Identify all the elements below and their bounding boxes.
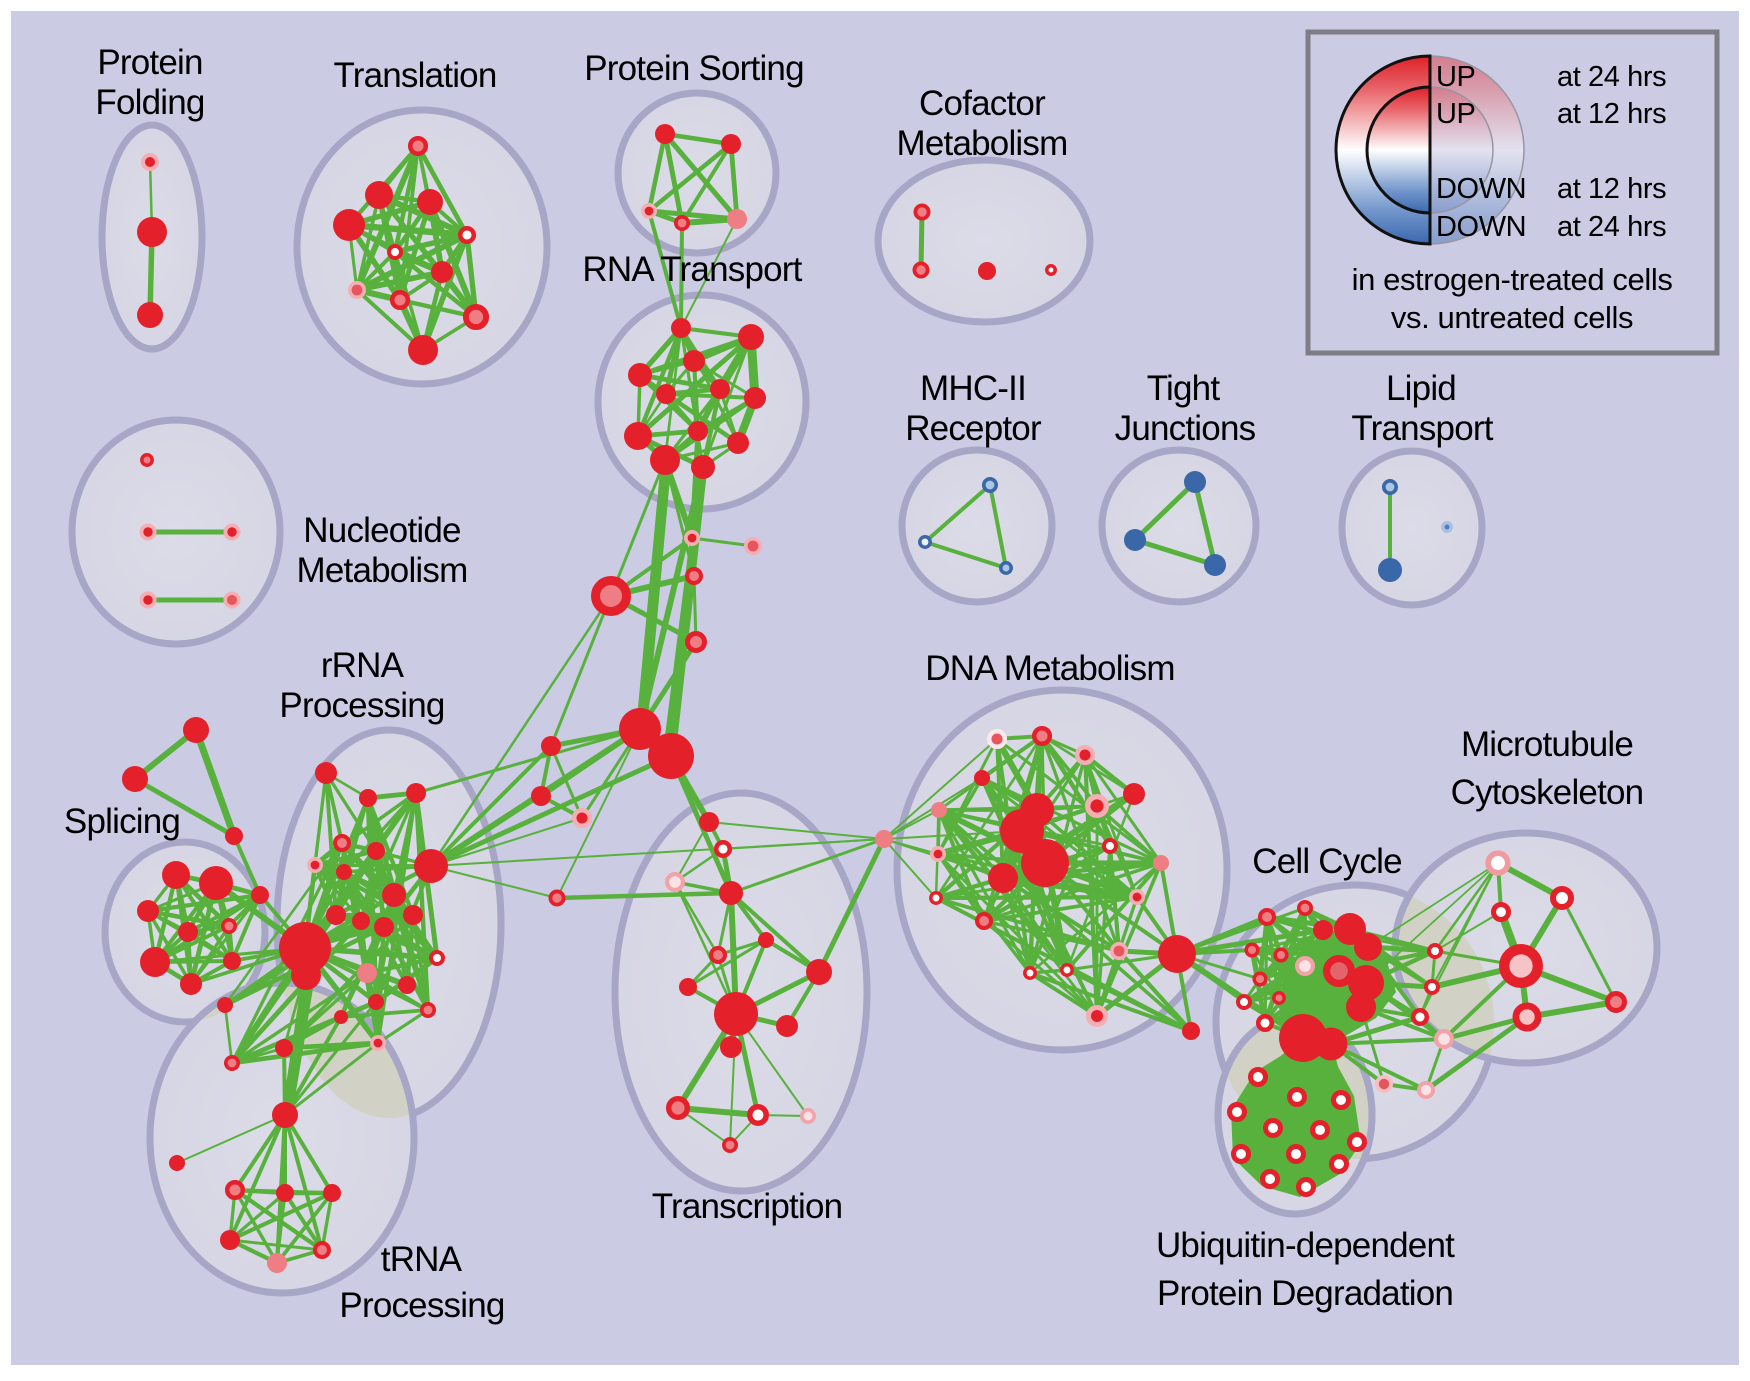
svg-text:Processing: Processing xyxy=(279,686,444,725)
svg-text:Splicing: Splicing xyxy=(64,802,180,841)
svg-text:Cofactor: Cofactor xyxy=(919,84,1046,123)
svg-text:UP: UP xyxy=(1436,98,1476,130)
svg-text:DNA Metabolism: DNA Metabolism xyxy=(925,649,1174,688)
svg-text:Protein Degradation: Protein Degradation xyxy=(1157,1274,1453,1313)
svg-text:Metabolism: Metabolism xyxy=(897,124,1068,163)
svg-text:rRNA: rRNA xyxy=(321,646,405,685)
svg-text:Cytoskeleton: Cytoskeleton xyxy=(1451,773,1644,812)
svg-text:tRNA: tRNA xyxy=(381,1240,463,1279)
svg-text:RNA Transport: RNA Transport xyxy=(582,250,802,289)
svg-text:Receptor: Receptor xyxy=(905,409,1042,448)
svg-text:at 24 hrs: at 24 hrs xyxy=(1557,211,1666,243)
svg-text:Transport: Transport xyxy=(1351,409,1493,448)
svg-text:MHC-II: MHC-II xyxy=(920,369,1026,408)
svg-text:Lipid: Lipid xyxy=(1386,369,1456,408)
svg-text:Ubiquitin-dependent: Ubiquitin-dependent xyxy=(1156,1226,1455,1265)
svg-text:Folding: Folding xyxy=(95,83,204,122)
svg-text:Metabolism: Metabolism xyxy=(297,551,468,590)
svg-text:DOWN: DOWN xyxy=(1436,211,1526,243)
svg-text:DOWN: DOWN xyxy=(1436,173,1526,205)
svg-text:vs. untreated cells: vs. untreated cells xyxy=(1391,300,1633,335)
svg-text:Translation: Translation xyxy=(333,56,496,95)
svg-text:Protein Sorting: Protein Sorting xyxy=(584,49,804,88)
svg-text:Nucleotide: Nucleotide xyxy=(303,511,460,550)
svg-text:Cell Cycle: Cell Cycle xyxy=(1252,842,1402,881)
svg-text:in estrogen-treated cells: in estrogen-treated cells xyxy=(1352,262,1673,297)
svg-text:UP: UP xyxy=(1436,61,1476,93)
svg-text:at 12 hrs: at 12 hrs xyxy=(1557,98,1666,130)
svg-text:Junctions: Junctions xyxy=(1115,409,1256,448)
svg-text:at 12 hrs: at 12 hrs xyxy=(1557,173,1666,205)
svg-text:Microtubule: Microtubule xyxy=(1461,725,1633,764)
svg-text:Protein: Protein xyxy=(97,43,202,82)
svg-text:Transcription: Transcription xyxy=(652,1187,843,1226)
svg-text:at 24 hrs: at 24 hrs xyxy=(1557,61,1666,93)
svg-text:Processing: Processing xyxy=(339,1286,504,1325)
svg-text:Tight: Tight xyxy=(1147,369,1221,408)
